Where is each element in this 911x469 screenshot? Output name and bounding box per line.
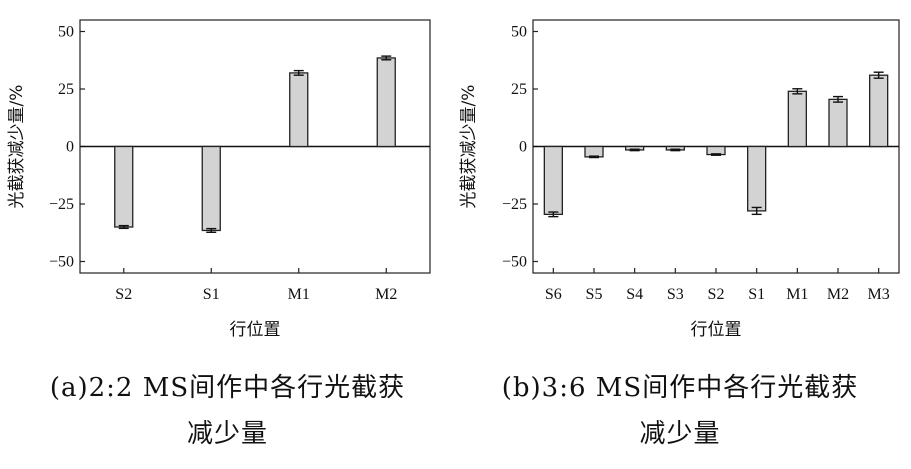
y-tick-label: −25 [502,196,527,213]
y-tick-label: −50 [49,254,74,271]
chart-b: −50 −25 0 25 50 S6 S5 S4 S3 S2 S1 M1 M2 M3 行位置 光截获减少量/% [459,19,900,340]
caption-b-line2: 减少量 [639,419,721,449]
y-tick-label: 50 [511,24,527,41]
x-tick-label: S5 [586,286,603,303]
x-tick-label: S6 [545,286,562,303]
bar-s5 [584,145,604,158]
y-tick-label: 50 [58,24,74,41]
caption-b: (b)3:6 MS间作中各行光截获 减少量 [455,365,905,457]
bar-s1 [747,145,767,212]
x-tick-label: M3 [868,286,890,303]
caption-a-line2: 减少量 [186,419,268,449]
x-tick-label: S2 [708,286,725,303]
y-tick-label: 0 [519,139,527,156]
caption-a-line1: (a)2:2 MS间作中各行光截获 [49,373,406,403]
bar-m2 [376,57,396,148]
bar-m3 [869,74,889,148]
y-axis-label: 光截获减少量/% [459,85,479,209]
bar-m2 [828,98,848,148]
x-tick-label: S1 [203,286,220,303]
bar-s2 [114,145,134,228]
x-tick-label: S1 [748,286,765,303]
caption-a: (a)2:2 MS间作中各行光截获 减少量 [10,365,445,457]
y-tick-label: 25 [58,81,74,98]
x-tick-label: M1 [786,286,808,303]
y-tick-label: −50 [502,254,527,271]
y-tick-label: −25 [49,196,74,213]
bar-m1 [787,90,807,148]
x-axis-label: 行位置 [691,320,742,340]
bar-s1 [201,145,221,232]
x-tick-label: S4 [626,286,643,303]
x-tick-label: S2 [115,286,132,303]
x-tick-label: S3 [667,286,684,303]
x-tick-label: M1 [288,286,310,303]
chart-a: −50 −25 0 25 50 S2 S1 M1 M2 行位置 光截获减少量/% [7,19,431,340]
bar-s6 [543,145,563,215]
x-axis-label: 行位置 [230,320,281,340]
bar-m1 [289,72,309,148]
caption-b-line1: (b)3:6 MS间作中各行光截获 [501,373,859,403]
x-tick-label: M2 [375,286,397,303]
y-tick-label: 0 [66,139,74,156]
x-tick-label: M2 [827,286,849,303]
y-tick-label: 25 [511,81,527,98]
y-axis-label: 光截获减少量/% [7,85,27,209]
